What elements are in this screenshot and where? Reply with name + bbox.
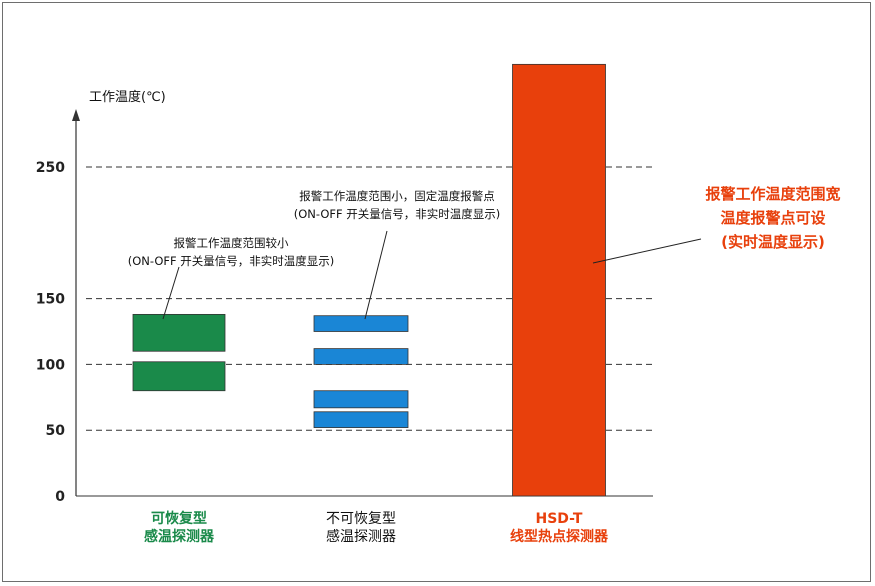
range-bar-2-0 bbox=[512, 63, 606, 497]
range-bar-1-3 bbox=[313, 315, 409, 332]
annotation-leader-0 bbox=[162, 266, 180, 320]
annotation-0-line-1: (ON-OFF 开关量信号，非实时温度显示) bbox=[128, 254, 335, 268]
category-label-2-line-0: HSD-T bbox=[536, 511, 583, 527]
annotation-leader-2 bbox=[592, 238, 702, 264]
range-bar-1-0 bbox=[313, 411, 409, 428]
y-axis-title: 工作温度(℃) bbox=[89, 89, 166, 105]
annotation-2-line-1: 温度报警点可设 bbox=[720, 209, 825, 227]
category-label-0-line-1: 感温探测器 bbox=[144, 528, 215, 545]
range-bar-0-0 bbox=[132, 361, 226, 392]
y-tick-label-100: 100 bbox=[36, 357, 65, 373]
y-tick-label-250: 250 bbox=[36, 160, 65, 176]
range-bar-1-2 bbox=[313, 348, 409, 365]
annotation-2-line-2: (实时温度显示) bbox=[721, 233, 825, 251]
annotation-leader-1 bbox=[364, 230, 388, 320]
category-label-1-line-1: 感温探测器 bbox=[326, 528, 396, 545]
annotation-0-line-0: 报警工作温度范围较小 bbox=[174, 236, 289, 250]
range-bar-0-1 bbox=[132, 313, 226, 352]
y-tick-label-0: 0 bbox=[55, 489, 65, 505]
category-label-1-line-0: 不可恢复型 bbox=[326, 510, 396, 527]
y-tick-label-50: 50 bbox=[46, 423, 66, 439]
annotation-1-line-0: 报警工作温度范围小，固定温度报警点 bbox=[299, 189, 495, 203]
category-label-0-line-0: 可恢复型 bbox=[151, 510, 207, 527]
chart: 工作温度(℃)050100150250可恢复型感温探测器报警工作温度范围较小(O… bbox=[36, 63, 841, 545]
range-bar-1-1 bbox=[313, 390, 409, 409]
category-label-2-line-1: 线型热点探测器 bbox=[510, 528, 609, 545]
y-axis-arrow bbox=[72, 109, 80, 121]
annotation-2-line-0: 报警工作温度范围宽 bbox=[705, 185, 840, 203]
annotation-1-line-1: (ON-OFF 开关量信号，非实时温度显示) bbox=[294, 207, 501, 221]
y-tick-label-150: 150 bbox=[36, 292, 65, 308]
